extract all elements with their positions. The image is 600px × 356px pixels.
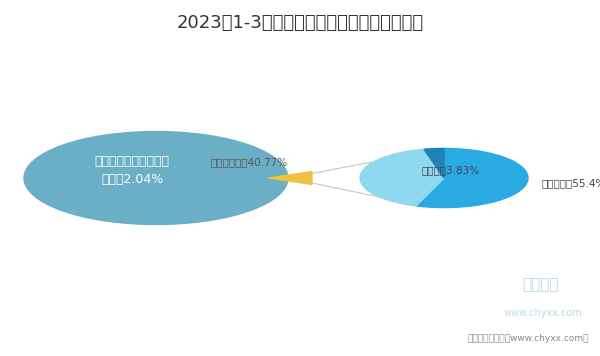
Polygon shape [268,172,312,184]
Polygon shape [416,148,528,208]
Text: 公共汽电车55.4%: 公共汽电车55.4% [542,178,600,189]
Polygon shape [424,148,444,178]
Text: 2023年1-3月甘肃省累计客运总量分类统计图: 2023年1-3月甘肃省累计客运总量分类统计图 [176,14,424,32]
Text: 智研咨询: 智研咨询 [522,277,559,292]
Ellipse shape [24,131,288,225]
Text: 甘肃省客运总量占全国
比重为2.04%: 甘肃省客运总量占全国 比重为2.04% [95,155,170,187]
Text: www.chyxx.com: www.chyxx.com [504,308,583,318]
Text: 制图：智研咨询（www.chyxx.com）: 制图：智研咨询（www.chyxx.com） [468,334,589,343]
Text: 轨道交通3.83%: 轨道交通3.83% [422,165,480,175]
Text: 巡游出租汽车40.77%: 巡游出租汽车40.77% [210,157,287,167]
Polygon shape [360,149,444,206]
